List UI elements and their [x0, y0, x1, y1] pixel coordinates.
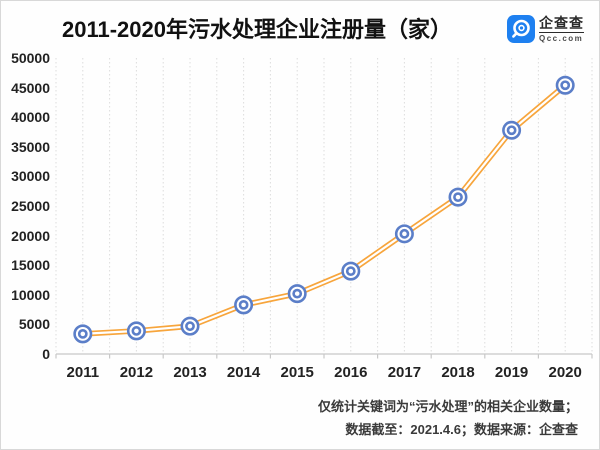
chart-title: 2011-2020年污水处理企业注册量（家）: [62, 17, 452, 42]
data-point[interactable]: [448, 187, 468, 207]
x-axis-tick-label: 2013: [173, 364, 207, 381]
series-line-core: [81, 84, 567, 335]
x-axis-tick-label: 2020: [548, 364, 582, 381]
y-axis-tick-label: 25000: [11, 198, 50, 214]
y-axis-tick-label: 20000: [11, 227, 50, 244]
x-axis-tick-label: 2018: [441, 364, 475, 381]
x-axis-tick-label: 2012: [119, 364, 154, 381]
data-point[interactable]: [126, 321, 146, 341]
data-point[interactable]: [341, 261, 361, 281]
y-axis-tick-label: 50000: [11, 50, 50, 66]
qcc-magnifier-icon: [507, 15, 535, 43]
data-point[interactable]: [234, 295, 254, 315]
data-point[interactable]: [394, 224, 414, 244]
y-axis-tick-label: 45000: [11, 79, 50, 96]
data-point[interactable]: [180, 316, 200, 336]
y-axis-tick-label: 35000: [11, 138, 50, 155]
qcc-logo-domain: Qcc.com: [539, 34, 584, 43]
qcc-logo-text: 企查查 Qcc.com: [539, 15, 584, 43]
data-point[interactable]: [502, 120, 522, 140]
qcc-logo: 企查查 Qcc.com: [507, 15, 584, 43]
y-axis-tick-label: 40000: [11, 109, 50, 126]
y-axis-tick-label: 10000: [11, 286, 50, 303]
footnote-line: 数据截至：2021.4.6；数据来源：企查查: [345, 422, 578, 437]
x-axis-tick-label: 2016: [334, 364, 368, 381]
x-axis-tick-label: 2014: [226, 364, 261, 381]
y-axis-tick-label: 30000: [11, 168, 50, 185]
x-axis-tick-label: 2015: [280, 364, 314, 381]
y-axis-tick-label: 15000: [11, 257, 50, 274]
y-axis-tick-label: 0: [42, 346, 50, 362]
data-point[interactable]: [73, 324, 93, 344]
x-axis-tick-label: 2011: [66, 364, 100, 381]
footnotes: 仅统计关键词为“污水处理”的相关企业数量； 数据截至：2021.4.6；数据来源…: [318, 395, 578, 441]
footnote-line: 仅统计关键词为“污水处理”的相关企业数量；: [317, 399, 578, 414]
x-axis-tick-label: 2017: [387, 364, 422, 381]
y-axis-tick-label: 5000: [18, 316, 50, 333]
data-point[interactable]: [555, 75, 575, 95]
qcc-logo-name: 企查查: [539, 15, 584, 33]
x-axis-tick-label: 2019: [494, 364, 529, 381]
data-point[interactable]: [287, 284, 307, 304]
